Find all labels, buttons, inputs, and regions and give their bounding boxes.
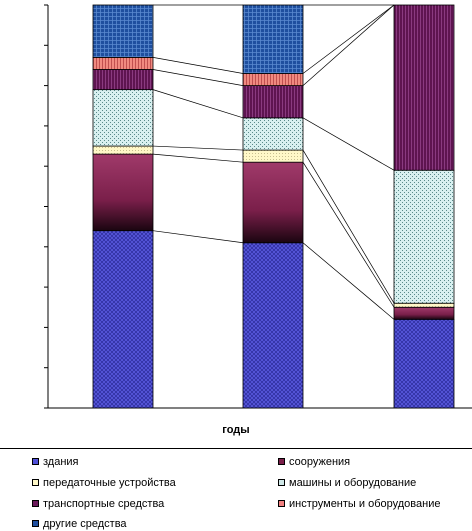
bar-segment-1-col-2 xyxy=(242,242,304,409)
bar-segment-7-col-2 xyxy=(242,4,304,74)
series-connector-line xyxy=(302,242,395,320)
legend: здания сооружения передаточные устройства м… xyxy=(0,448,472,531)
x-axis-label: годы xyxy=(222,424,250,436)
legend-label: здания xyxy=(43,456,79,468)
series-connector-line xyxy=(302,4,395,86)
series-connector-line xyxy=(152,69,244,86)
legend-label: транспортные средства xyxy=(43,498,165,510)
bar-segment-5-col-1 xyxy=(92,69,154,91)
legend-item: инструменты и оборудование xyxy=(278,497,440,511)
series-connector-line xyxy=(302,117,395,171)
legend-swatch xyxy=(278,499,285,507)
legend-item: здания xyxy=(32,455,79,469)
bar-segment-4-col-2 xyxy=(242,117,304,151)
legend-label: сооружения xyxy=(289,456,351,468)
legend-label: передаточные устройства xyxy=(43,477,176,489)
series-connector-line xyxy=(152,230,244,244)
legend-swatch xyxy=(32,519,39,527)
legend-label: инструменты и оборудование xyxy=(289,498,441,510)
series-connector-line xyxy=(152,57,244,74)
series-connector-line xyxy=(302,161,395,308)
bar-segment-2-col-3 xyxy=(393,306,455,320)
legend-swatch xyxy=(278,457,285,465)
legend-swatch xyxy=(32,499,39,507)
series-connector-line xyxy=(152,89,244,119)
legend-label: другие средства xyxy=(43,518,127,530)
bar-segment-1-col-1 xyxy=(92,230,154,409)
bar-segment-2-col-1 xyxy=(92,153,154,232)
bar-segment-3-col-2 xyxy=(242,149,304,163)
bar-segment-5-col-3 xyxy=(393,4,455,171)
bar-segment-2-col-2 xyxy=(242,161,304,244)
bar-segment-1-col-3 xyxy=(393,318,455,409)
series-connector-line xyxy=(302,4,395,74)
bar-segment-3-col-3 xyxy=(393,302,455,308)
series-connector-line xyxy=(152,153,244,163)
series-connector-line xyxy=(302,149,395,304)
bar-segment-6-col-2 xyxy=(242,73,304,87)
bar-segment-4-col-3 xyxy=(393,169,455,304)
bar-segment-4-col-1 xyxy=(92,89,154,147)
bar-segment-6-col-1 xyxy=(92,56,154,70)
bar-segment-7-col-1 xyxy=(92,4,154,58)
bar-segment-3-col-1 xyxy=(92,145,154,155)
stacked-bar-chart xyxy=(44,4,472,409)
legend-item: транспортные средства xyxy=(32,497,164,511)
legend-swatch xyxy=(32,457,39,465)
bar-segment-5-col-2 xyxy=(242,85,304,119)
legend-item: сооружения xyxy=(278,455,350,469)
legend-swatch xyxy=(278,478,285,486)
legend-swatch xyxy=(32,478,39,486)
series-connector-line xyxy=(152,145,244,151)
legend-item: другие средства xyxy=(32,517,127,531)
legend-item: машины и оборудование xyxy=(278,476,416,490)
legend-label: машины и оборудование xyxy=(289,477,417,489)
legend-item: передаточные устройства xyxy=(32,476,176,490)
